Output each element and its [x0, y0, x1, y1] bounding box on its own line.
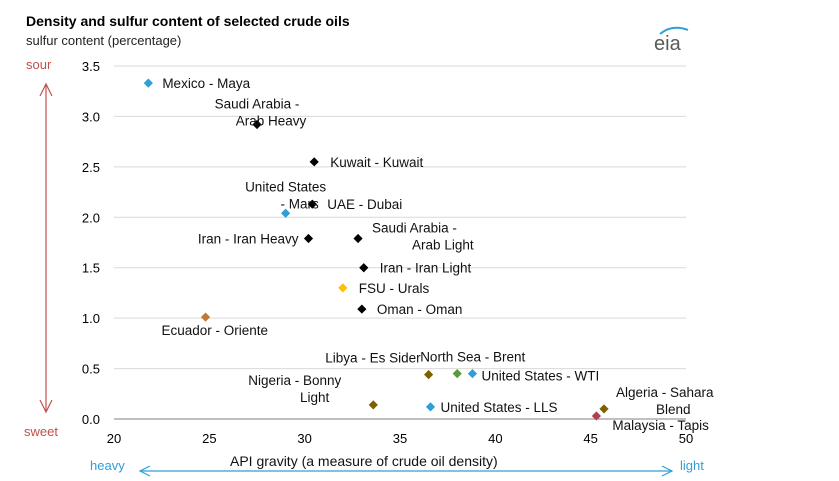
x-tick-label: 35 [393, 431, 407, 446]
data-point-marker [452, 369, 462, 379]
data-point-label: UAE - Dubai [327, 197, 402, 212]
data-point-marker [368, 400, 378, 410]
data-point-label: Mexico - Maya [162, 76, 250, 91]
data-point-marker [143, 78, 153, 88]
data-point-marker [424, 370, 434, 380]
data-point-label: Malaysia - Tapis [612, 418, 709, 433]
eia-logo: eia [654, 33, 682, 55]
data-point-label: United States - WTI [481, 369, 599, 384]
data-point-label: Nigeria - Bonny Light [248, 373, 341, 405]
data-point-marker [353, 233, 363, 244]
heavy-label: heavy [90, 458, 125, 473]
data-point-marker [357, 304, 367, 314]
data-point-label: Algeria - Sahara Blend [616, 385, 714, 417]
data-point-label: United States - LLS [441, 400, 558, 415]
x-tick-label: 20 [107, 431, 121, 446]
data-point-label: Iran - Iran Light [380, 261, 472, 276]
sulfur-arrow-down-icon [39, 399, 53, 414]
data-point-marker [591, 411, 601, 421]
data-point-marker [599, 404, 609, 414]
x-tick-label: 30 [297, 431, 311, 446]
y-tick-label: 2.5 [82, 160, 100, 175]
sour-label: sour [26, 57, 52, 72]
data-points [143, 78, 609, 421]
data-point-marker [252, 119, 262, 130]
data-point-label: Iran - Iran Heavy [198, 231, 299, 246]
grid [114, 65, 686, 420]
y-tick-label: 0.5 [82, 362, 100, 377]
x-axis-label: API gravity (a measure of crude oil dens… [230, 453, 498, 469]
y-tick-labels: 0.0 0.5 1.0 1.5 2.0 2.5 3.0 3.5 [82, 59, 100, 427]
data-point-marker [281, 208, 291, 218]
y-tick-label: 0.0 [82, 412, 100, 427]
density-arrow-left-icon [138, 465, 151, 477]
x-tick-label: 45 [583, 431, 597, 446]
data-point-marker [467, 369, 478, 379]
data-point-label: Oman - Oman [377, 302, 463, 317]
data-point-label: North Sea - Brent [420, 350, 525, 365]
data-point-label: Saudi Arabia -Arab Light [372, 220, 474, 252]
data-point-marker [303, 233, 314, 244]
y-tick-label: 2.0 [82, 210, 100, 225]
y-tick-label: 3.5 [82, 59, 100, 74]
point-labels: Mexico - Maya Saudi Arabia -Arab Heavy Kuw… [162, 76, 715, 433]
chart-title: Density and sulfur content of selected c… [26, 13, 350, 29]
x-tick-labels: 20 25 30 35 40 45 50 [107, 431, 693, 446]
data-point-marker [309, 157, 319, 167]
data-point-label: Saudi Arabia -Arab Heavy [215, 96, 307, 128]
sweet-label: sweet [24, 424, 58, 439]
data-point-marker [338, 283, 348, 293]
data-point-marker [359, 263, 369, 273]
y-tick-label: 3.0 [82, 109, 100, 124]
data-point-label: Libya - Es Sider [325, 351, 421, 366]
density-arrow-right-icon [661, 465, 674, 477]
data-point-marker [200, 312, 211, 322]
y-tick-label: 1.0 [82, 311, 100, 326]
light-label: light [680, 458, 704, 473]
data-point-label: FSU - Urals [359, 281, 430, 296]
data-point-label: Ecuador - Oriente [162, 323, 269, 338]
eia-logo-arc [659, 26, 689, 35]
data-point-marker [307, 199, 317, 209]
y-tick-label: 1.5 [82, 261, 100, 276]
y-axis-label: sulfur content (percentage) [26, 33, 181, 48]
x-tick-label: 50 [679, 431, 693, 446]
sulfur-arrow-up-icon [39, 82, 53, 97]
x-tick-label: 25 [202, 431, 216, 446]
data-point-label: United States - Mars [245, 179, 326, 211]
data-point-label: Kuwait - Kuwait [330, 155, 423, 170]
x-tick-label: 40 [488, 431, 502, 446]
data-point-marker [425, 402, 436, 412]
